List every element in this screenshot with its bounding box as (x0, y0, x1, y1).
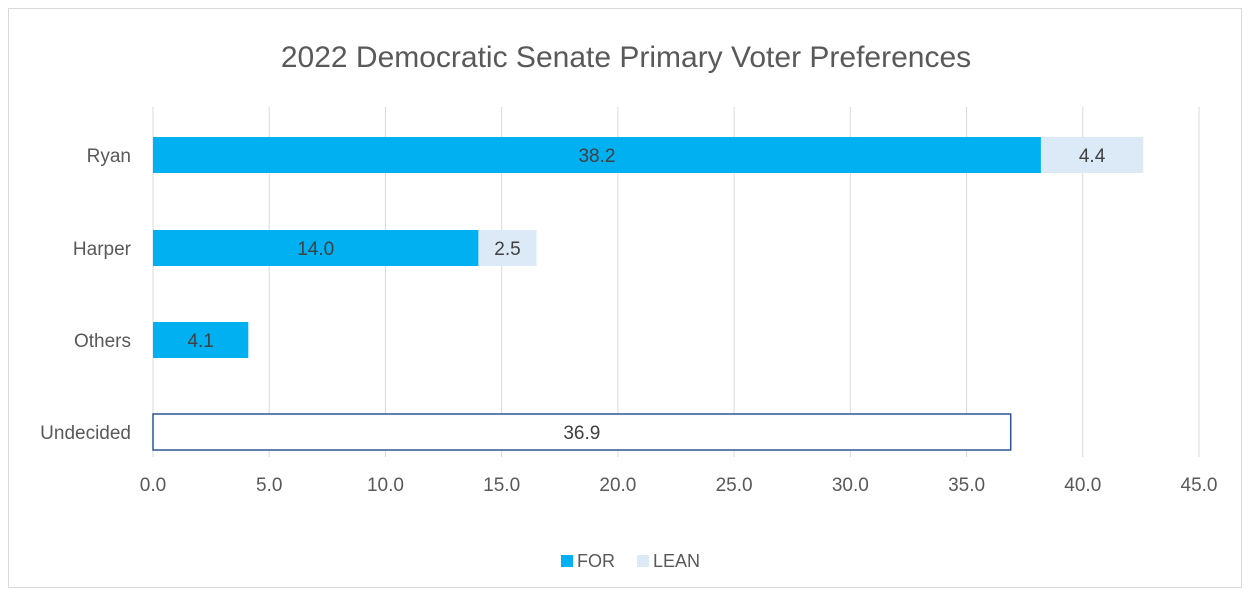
x-tick-label: 25.0 (716, 475, 753, 496)
data-label-for: 36.9 (563, 423, 600, 444)
x-tick-label: 45.0 (1181, 475, 1218, 496)
category-label: Undecided (40, 423, 131, 444)
bar-lean (1040, 137, 1144, 173)
data-label-lean: 4.4 (1079, 146, 1106, 167)
data-label-for: 14.0 (297, 239, 334, 260)
bar-for (152, 413, 1012, 451)
data-label-for: 4.1 (187, 331, 213, 352)
bar-for (153, 230, 479, 266)
legend-label-lean: LEAN (653, 551, 700, 571)
x-tick-label: 15.0 (483, 475, 520, 496)
x-axis-ticks: 0.0 5.0 10.0 15.0 20.0 25.0 30.0 35.0 40.0 45.0 (140, 475, 1218, 496)
legend-label-for: FOR (577, 551, 615, 571)
bar-chart: 2022 Democratic Senate Primary Voter Pre… (40, 41, 1218, 571)
category-label: Harper (73, 239, 132, 260)
category-labels: Ryan Harper Others Undecided (40, 146, 132, 444)
x-tick-label: 20.0 (599, 475, 636, 496)
x-tick-label: 5.0 (256, 475, 282, 496)
chart-title: 2022 Democratic Senate Primary Voter Pre… (281, 41, 971, 74)
x-tick-label: 10.0 (367, 475, 404, 496)
bar-for (153, 137, 1041, 173)
legend-swatch-for (561, 555, 573, 567)
bars-group: 38.2 4.4 14.0 2.5 4.1 36.9 (152, 137, 1144, 451)
x-tick-label: 30.0 (832, 475, 869, 496)
x-tick-label: 35.0 (948, 475, 985, 496)
chart-frame: 2022 Democratic Senate Primary Voter Pre… (8, 8, 1242, 588)
bar-for (153, 322, 249, 358)
category-label: Ryan (87, 146, 131, 167)
bar-lean (478, 230, 537, 266)
data-label-lean: 2.5 (494, 239, 520, 260)
data-label-for: 38.2 (578, 146, 615, 167)
x-tick-label: 0.0 (140, 475, 166, 496)
legend: FOR LEAN (561, 551, 700, 571)
legend-swatch-lean (637, 555, 649, 567)
x-tick-label: 40.0 (1064, 475, 1101, 496)
category-label: Others (74, 331, 131, 352)
